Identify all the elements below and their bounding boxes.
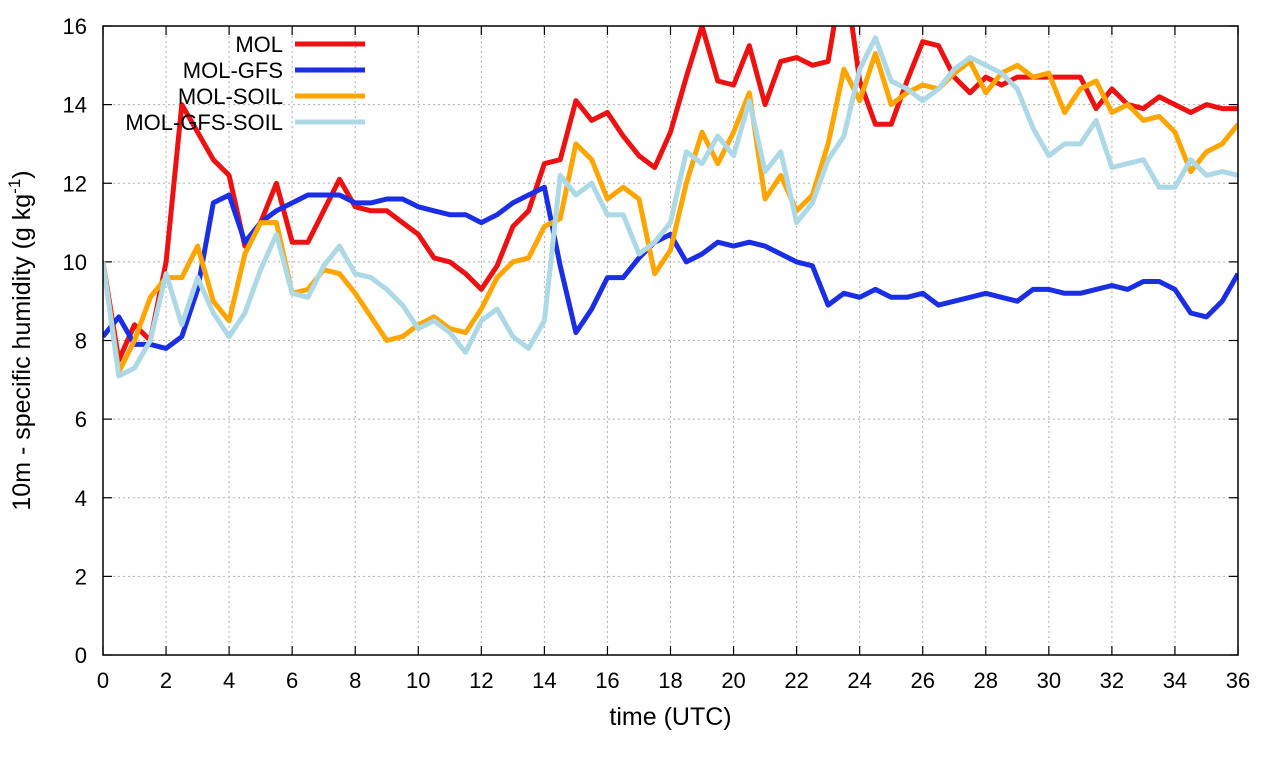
x-tick-label: 20 [721, 668, 745, 693]
y-axis-label-main: 10m - specific humidity (g kg [8, 194, 36, 511]
y-tick-label: 16 [63, 14, 87, 39]
x-tick-label: 0 [97, 668, 109, 693]
x-tick-label: 16 [595, 668, 619, 693]
legend-label-mol-gfs-soil: MOL-GFS-SOIL [125, 110, 283, 135]
y-axis-label-close: ) [8, 170, 36, 178]
x-tick-label: 32 [1100, 668, 1124, 693]
plot-area [103, 26, 1238, 379]
y-axis-label: 10m - specific humidity (g kg-1) [5, 170, 36, 510]
y-axis-label-superscript: -1 [5, 179, 24, 194]
x-tick-label: 2 [160, 668, 172, 693]
x-tick-label: 14 [532, 668, 556, 693]
x-tick-label: 34 [1163, 668, 1187, 693]
x-tick-label: 8 [349, 668, 361, 693]
x-axis-ticks: 0 2 4 6 8 10 12 14 16 18 20 22 24 26 28 30 32 34 36 [97, 26, 1250, 693]
legend-label-mol: MOL [235, 32, 283, 57]
y-tick-label: 0 [75, 643, 87, 668]
x-tick-label: 12 [469, 668, 493, 693]
series-line-mol-gfs [103, 184, 1238, 351]
y-tick-label: 12 [63, 171, 87, 196]
legend-label-mol-gfs: MOL-GFS [183, 58, 283, 83]
x-axis-label: time (UTC) [609, 703, 731, 731]
x-tick-label: 26 [910, 668, 934, 693]
x-tick-label: 24 [847, 668, 871, 693]
y-tick-label: 10 [63, 250, 87, 275]
x-tick-label: 36 [1226, 668, 1250, 693]
y-tick-label: 6 [75, 407, 87, 432]
x-tick-label: 6 [286, 668, 298, 693]
y-tick-label: 4 [75, 486, 87, 511]
x-tick-label: 10 [406, 668, 430, 693]
x-tick-label: 28 [974, 668, 998, 693]
x-tick-label: 4 [223, 668, 235, 693]
y-tick-label: 2 [75, 564, 87, 589]
y-tick-label: 14 [63, 93, 87, 118]
x-tick-label: 30 [1037, 668, 1061, 693]
y-axis-ticks: 0 2 4 6 8 10 12 14 16 [63, 14, 1238, 668]
plot-frame [102, 25, 1239, 656]
series-line-mol-gfs-soil [103, 35, 1238, 379]
y-tick-label: 8 [75, 329, 87, 354]
x-tick-label: 18 [658, 668, 682, 693]
grid-lines [103, 26, 1238, 655]
legend-label-mol-soil: MOL-SOIL [178, 84, 283, 109]
x-tick-label: 22 [784, 668, 808, 693]
series-lines [103, 26, 1238, 379]
